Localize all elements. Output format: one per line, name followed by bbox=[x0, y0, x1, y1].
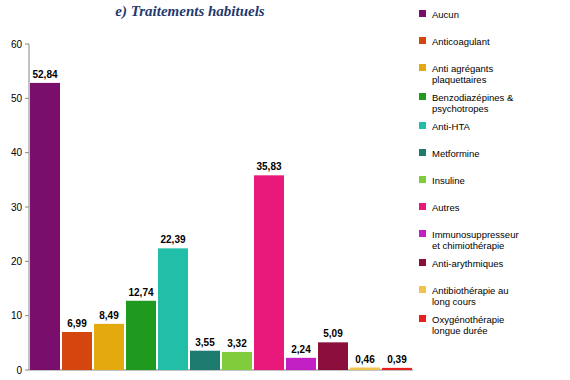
legend-label: Anti-HTA bbox=[432, 121, 470, 132]
legend-label: Metformine bbox=[432, 148, 480, 159]
legend-label: Anti-arythmiques bbox=[432, 258, 504, 269]
bar bbox=[318, 342, 348, 370]
legend-swatch bbox=[419, 37, 426, 44]
legend-label: Benzodiazépines &psychotropes bbox=[432, 92, 514, 115]
tick-mark bbox=[25, 315, 29, 316]
bar bbox=[94, 324, 124, 370]
legend-label: Autres bbox=[432, 202, 460, 213]
data-label: 0,46 bbox=[355, 354, 375, 365]
legend-label: Anticoagulant bbox=[432, 36, 490, 47]
legend-label: Anti agrégantsplaquettaires bbox=[432, 63, 494, 86]
data-labels: 52,84 6,99 8,49 12,74 22,39 3,55 3,32 35,83 2,24… bbox=[32, 69, 407, 365]
tick-label: 50 bbox=[11, 93, 23, 104]
title: e) Traitements habituels bbox=[115, 3, 265, 20]
legend-swatch bbox=[419, 259, 426, 266]
tick-mark bbox=[25, 44, 29, 45]
data-label: 6,99 bbox=[67, 318, 87, 329]
tick-label: 60 bbox=[11, 39, 23, 50]
legend-swatch bbox=[419, 64, 426, 71]
data-label: 8,49 bbox=[99, 310, 119, 321]
legend-swatch bbox=[419, 93, 426, 100]
tick-mark bbox=[25, 207, 29, 208]
tick-label: 10 bbox=[11, 310, 23, 321]
data-label: 0,39 bbox=[387, 354, 407, 365]
tick-label: 0 bbox=[16, 365, 22, 376]
data-label: 3,55 bbox=[195, 337, 215, 348]
legend-swatch bbox=[419, 286, 426, 293]
bar bbox=[254, 175, 284, 370]
legend-swatch bbox=[419, 203, 426, 210]
data-label: 2,24 bbox=[291, 344, 311, 355]
bar bbox=[190, 351, 220, 370]
tick-label: 40 bbox=[11, 147, 23, 158]
bar bbox=[30, 83, 60, 370]
tick-label: 20 bbox=[11, 256, 23, 267]
legend-swatch bbox=[419, 122, 426, 129]
bar bbox=[126, 301, 156, 370]
tick-label: 30 bbox=[11, 202, 23, 213]
tick-mark bbox=[25, 98, 29, 99]
y-axis bbox=[29, 44, 30, 370]
tick-mark bbox=[25, 261, 29, 262]
legend-label: Immunosuppresseuret chimiothérapie bbox=[432, 229, 519, 252]
bar bbox=[62, 332, 92, 370]
bars bbox=[30, 83, 412, 370]
chart: e) Traitements habituels 0 10 20 30 40 50 60 52,… bbox=[0, 0, 570, 380]
data-label: 35,83 bbox=[256, 161, 281, 172]
data-label: 52,84 bbox=[32, 69, 57, 80]
legend: Aucun Anticoagulant Anti agrégantsplaquett… bbox=[419, 9, 519, 337]
legend-swatch bbox=[419, 315, 426, 322]
bar bbox=[350, 368, 380, 370]
bar bbox=[222, 352, 252, 370]
data-label: 3,32 bbox=[227, 338, 247, 349]
data-label: 5,09 bbox=[323, 328, 343, 339]
tick-mark bbox=[25, 370, 29, 371]
data-label: 22,39 bbox=[160, 234, 185, 245]
legend-label: Aucun bbox=[432, 9, 459, 20]
bar bbox=[286, 358, 316, 370]
legend-label: Insuline bbox=[432, 175, 465, 186]
legend-label: Antibiothérapie aulong cours bbox=[432, 285, 509, 308]
legend-swatch bbox=[419, 176, 426, 183]
legend-swatch bbox=[419, 149, 426, 156]
tick-mark bbox=[25, 152, 29, 153]
data-label: 12,74 bbox=[128, 287, 153, 298]
legend-label: Oxygénothérapielongue durée bbox=[432, 314, 504, 337]
bar bbox=[158, 248, 188, 370]
bar bbox=[382, 368, 412, 370]
legend-swatch bbox=[419, 230, 426, 237]
legend-swatch bbox=[419, 10, 426, 17]
